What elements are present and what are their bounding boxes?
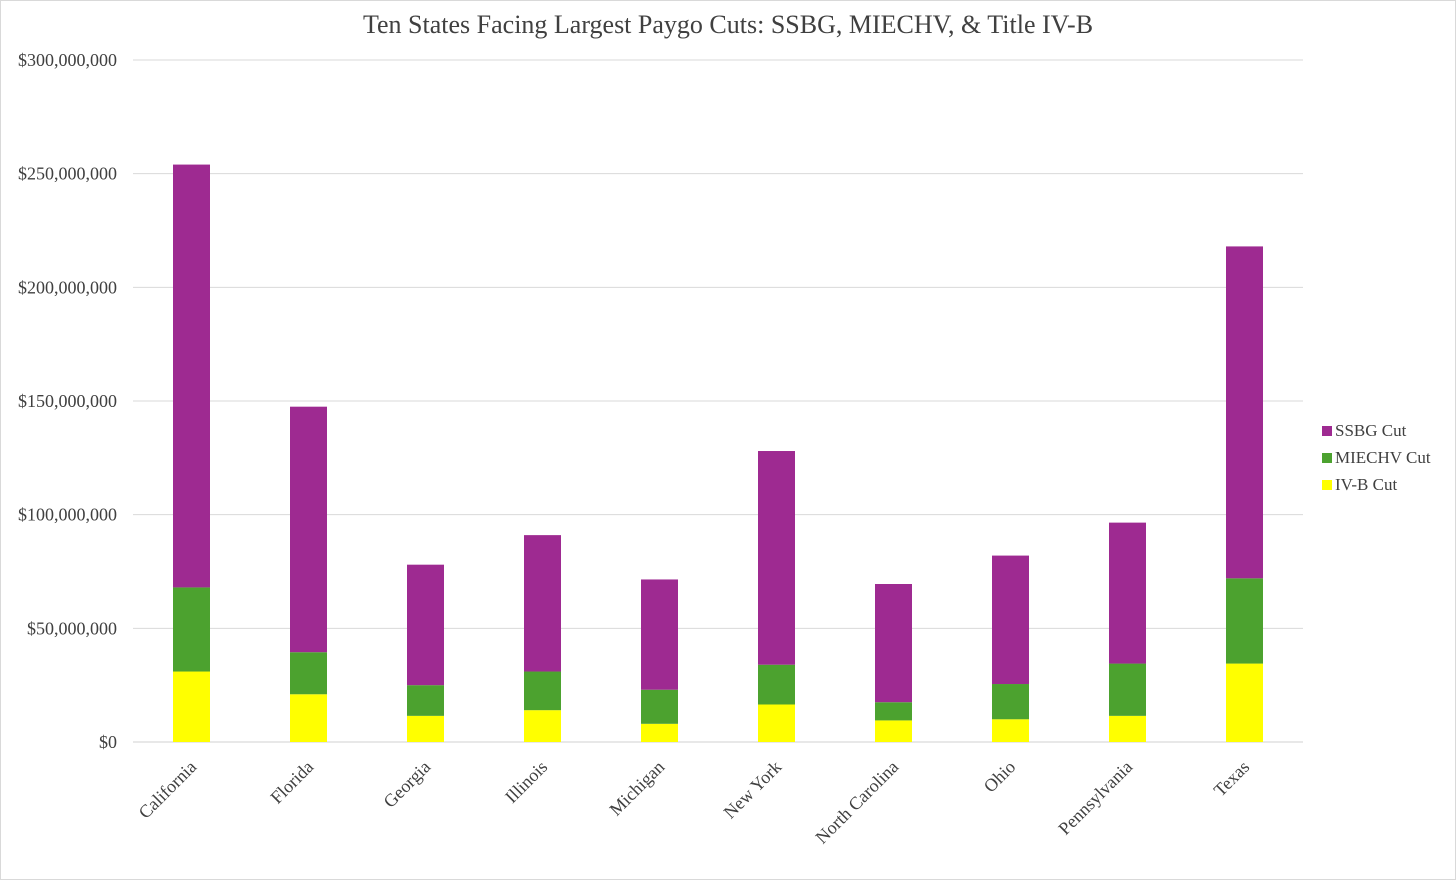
y-tick-label: $200,000,000: [18, 277, 117, 297]
bar-segment: [524, 671, 561, 711]
legend-swatch: [1322, 453, 1332, 463]
gridlines: [133, 59, 1303, 743]
legend-label: IV-B Cut: [1335, 475, 1397, 494]
bar-segment: [407, 715, 444, 742]
x-tick-label: California: [135, 757, 201, 823]
bar-segment: [1226, 578, 1263, 664]
bar-segment: [1109, 522, 1146, 664]
legend-label: MIECHV Cut: [1335, 448, 1431, 467]
bar-segment: [173, 587, 210, 672]
bar-segment: [173, 671, 210, 742]
bar-segment: [875, 702, 912, 721]
bar-segment: [524, 710, 561, 742]
legend-swatch: [1322, 426, 1332, 436]
bar-segment: [875, 584, 912, 703]
bar-segment: [758, 451, 795, 665]
x-tick-label: Illinois: [501, 757, 551, 807]
bar-segment: [1226, 663, 1263, 742]
y-tick-label: $100,000,000: [18, 505, 117, 525]
legend-swatch: [1322, 480, 1332, 490]
bar-segment: [1109, 715, 1146, 742]
y-tick-label: $150,000,000: [18, 391, 117, 411]
bar-segment: [173, 164, 210, 588]
bar-segment: [875, 720, 912, 742]
y-tick-label: $0: [99, 732, 117, 752]
y-tick-label: $50,000,000: [27, 618, 117, 638]
legend-item: MIECHV Cut: [1322, 448, 1431, 467]
y-axis-tick-labels: $0 $50,000,000 $100,000,000 $150,000,000 $20…: [18, 50, 117, 752]
x-tick-label: New York: [720, 757, 786, 823]
x-tick-label: Ohio: [980, 757, 1020, 797]
x-tick-label: Florida: [266, 757, 317, 808]
bar-segment: [641, 723, 678, 742]
bars: [173, 164, 1263, 742]
bar-segment: [641, 689, 678, 724]
bar-segment: [407, 564, 444, 686]
chart-title: Ten States Facing Largest Paygo Cuts: SS…: [363, 10, 1093, 39]
x-tick-label: North Carolina: [811, 757, 902, 848]
bar-segment: [1109, 663, 1146, 716]
bar-segment: [290, 694, 327, 742]
y-tick-label: $250,000,000: [18, 164, 117, 184]
legend: SSBG Cut MIECHV Cut IV-B Cut: [1322, 421, 1431, 494]
x-tick-label: Georgia: [379, 757, 434, 812]
bar-segment: [992, 684, 1029, 720]
bar-segment: [758, 704, 795, 742]
bar-segment: [992, 555, 1029, 685]
legend-label: SSBG Cut: [1335, 421, 1407, 440]
x-tick-label: Michigan: [605, 757, 668, 820]
legend-item: IV-B Cut: [1322, 475, 1397, 494]
legend-item: SSBG Cut: [1322, 421, 1407, 440]
x-tick-label: Pennsylvania: [1054, 757, 1136, 839]
bar-segment: [1226, 246, 1263, 579]
bar-segment: [290, 652, 327, 695]
x-axis-tick-labels: California Florida Georgia Illinois Michigan…: [135, 757, 1254, 848]
bar-segment: [290, 406, 327, 653]
y-tick-label: $300,000,000: [18, 50, 117, 70]
bar-segment: [407, 685, 444, 716]
bar-segment: [992, 719, 1029, 742]
bar-segment: [641, 579, 678, 690]
bar-segment: [758, 664, 795, 705]
bar-segment: [524, 535, 561, 672]
x-tick-label: Texas: [1210, 757, 1254, 801]
